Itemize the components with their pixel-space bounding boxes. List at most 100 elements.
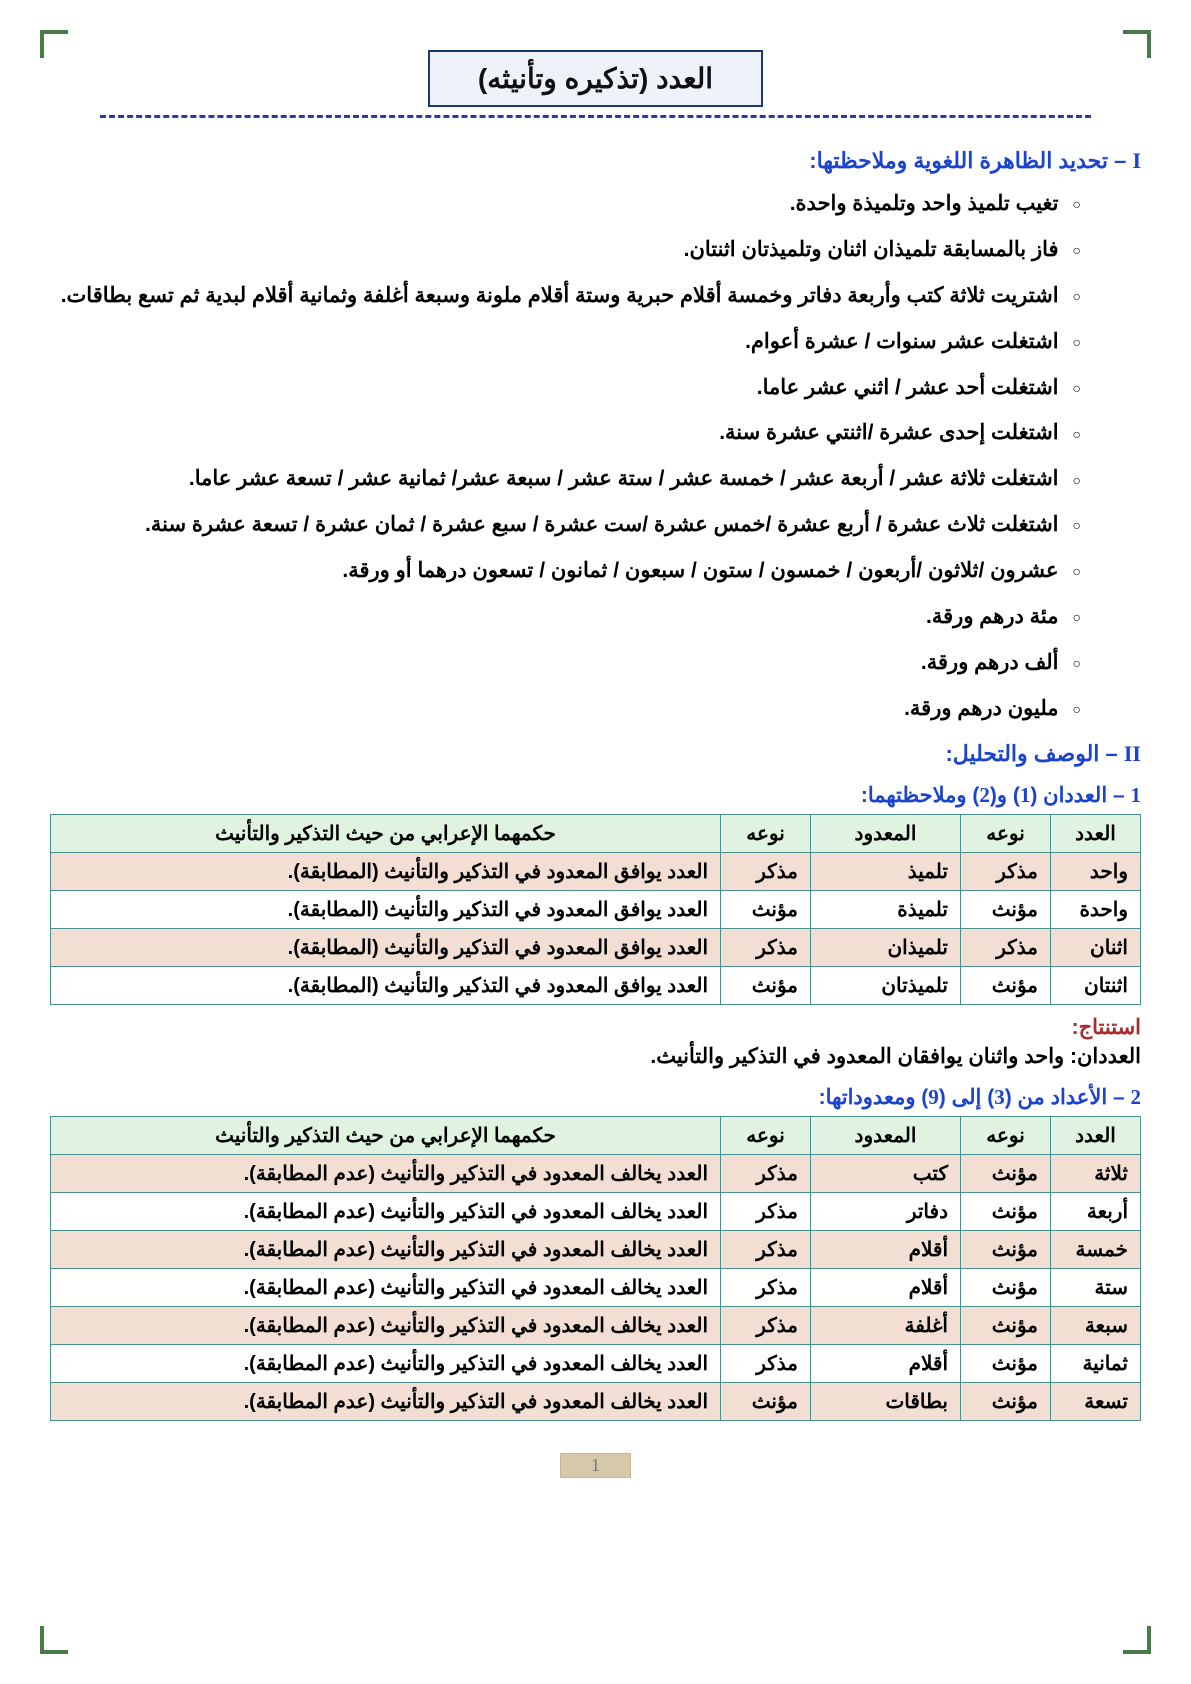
table-1: العددنوعهالمعدودنوعهحكمهما الإعرابي من ح… [50, 814, 1141, 1005]
table-cell: مذكر [721, 852, 811, 890]
sub1-n2: 2 [979, 783, 990, 807]
table-cell: كتب [811, 1154, 961, 1192]
table-row: اثنتانمؤنثتلميذتانمؤنثالعدد يوافق المعدو… [51, 966, 1141, 1004]
table-cell: أقلام [811, 1230, 961, 1268]
table-cell: مذكر [721, 1306, 811, 1344]
table-row: أربعةمؤنثدفاترمذكرالعدد يخالف المعدود في… [51, 1192, 1141, 1230]
table-cell: مذكر [961, 928, 1051, 966]
table-cell: العدد يخالف المعدود في التذكير والتأنيث … [51, 1382, 721, 1420]
table-cell: تلميذة [811, 890, 961, 928]
list-item: اشتغلت إحدى عشرة /اثنتي عشرة سنة. [50, 413, 1081, 453]
sub2-and: ) إلى ( [939, 1086, 994, 1109]
list-item: اشتغلت ثلاث عشرة / أربع عشرة /خمس عشرة /… [50, 505, 1081, 545]
table-cell: مذكر [961, 852, 1051, 890]
title-wrap: العدد (تذكيره وتأنيثه) [50, 50, 1141, 107]
sub2-heading: 2 – الأعداد من (3) إلى (9) ومعدوداتها: [50, 1085, 1141, 1110]
list-item: اشتريت ثلاثة كتب وأربعة دفاتر وخمسة أقلا… [50, 276, 1081, 316]
table-cell: ثمانية [1051, 1344, 1141, 1382]
sub1-note-text: العددان: واحد واثنان يوافقان المعدود في … [50, 1044, 1141, 1069]
sub2-post: ) ومعدوداتها: [819, 1086, 929, 1109]
table-row: ثمانيةمؤنثأقلاممذكرالعدد يخالف المعدود ف… [51, 1344, 1141, 1382]
list-item: مئة درهم ورقة. [50, 597, 1081, 637]
table-row: سبعةمؤنثأغلفةمذكرالعدد يخالف المعدود في … [51, 1306, 1141, 1344]
table-cell: اثنتان [1051, 966, 1141, 1004]
corner-br [1123, 1626, 1151, 1654]
table-header: نوعه [721, 1116, 811, 1154]
sub1-pre: 1 [1131, 783, 1142, 807]
table-cell: دفاتر [811, 1192, 961, 1230]
sub2-n1: 3 [994, 1085, 1005, 1109]
sub1-and: ) و( [990, 784, 1020, 807]
table-row: تسعةمؤنثبطاقاتمؤنثالعدد يخالف المعدود في… [51, 1382, 1141, 1420]
sub1-note-label: استنتاج: [50, 1015, 1141, 1040]
section1-heading: I – تحديد الظاهرة اللغوية وملاحظتها: [50, 148, 1141, 174]
table-cell: تسعة [1051, 1382, 1141, 1420]
table-cell: اثنان [1051, 928, 1141, 966]
table-header: المعدود [811, 1116, 961, 1154]
table-cell: مؤنث [961, 1268, 1051, 1306]
page-number: 1 [560, 1453, 631, 1478]
table-cell: مؤنث [961, 1192, 1051, 1230]
corner-bl [40, 1626, 68, 1654]
table-cell: مذكر [721, 1192, 811, 1230]
section2-rn: II [1124, 741, 1141, 766]
table-cell: مؤنث [961, 1154, 1051, 1192]
table-cell: مؤنث [961, 966, 1051, 1004]
sub1-heading: 1 – العددان (1) و(2) وملاحظتهما: [50, 783, 1141, 808]
table-cell: العدد يوافق المعدود في التذكير والتأنيث … [51, 890, 721, 928]
table-cell: العدد يخالف المعدود في التذكير والتأنيث … [51, 1230, 721, 1268]
table-header: حكمهما الإعرابي من حيث التذكير والتأنيث [51, 814, 721, 852]
table-header: العدد [1051, 1116, 1141, 1154]
table-cell: مؤنث [961, 1230, 1051, 1268]
corner-tr [1123, 30, 1151, 58]
table-cell: تلميذ [811, 852, 961, 890]
table-cell: العدد يخالف المعدود في التذكير والتأنيث … [51, 1154, 721, 1192]
sub2-pre: 2 [1131, 1085, 1142, 1109]
table-cell: تلميذان [811, 928, 961, 966]
table-cell: ثلاثة [1051, 1154, 1141, 1192]
table-cell: أربعة [1051, 1192, 1141, 1230]
section1-rn: I [1132, 148, 1141, 173]
table-cell: مؤنث [721, 1382, 811, 1420]
sub1-n1: 1 [1020, 783, 1031, 807]
table-header: حكمهما الإعرابي من حيث التذكير والتأنيث [51, 1116, 721, 1154]
table-cell: مؤنث [961, 1344, 1051, 1382]
title-underline [100, 115, 1091, 118]
table-cell: العدد يخالف المعدود في التذكير والتأنيث … [51, 1192, 721, 1230]
list-item: اشتغلت ثلاثة عشر / أربعة عشر / خمسة عشر … [50, 459, 1081, 499]
table-cell: مؤنث [721, 890, 811, 928]
table-cell: العدد يخالف المعدود في التذكير والتأنيث … [51, 1306, 721, 1344]
table-cell: العدد يخالف المعدود في التذكير والتأنيث … [51, 1344, 721, 1382]
table-cell: تلميذتان [811, 966, 961, 1004]
list-item: مليون درهم ورقة. [50, 689, 1081, 729]
table-row: واحدمذكرتلميذمذكرالعدد يوافق المعدود في … [51, 852, 1141, 890]
table-cell: مؤنث [721, 966, 811, 1004]
table-cell: مذكر [721, 1230, 811, 1268]
sub2-mid: – الأعداد من ( [1005, 1086, 1131, 1109]
list-item: فاز بالمسابقة تلميذان اثنان وتلميذتان اث… [50, 230, 1081, 270]
sub1-post: ) وملاحظتهما: [861, 784, 980, 807]
sub2-n2: 9 [928, 1085, 939, 1109]
table-cell: بطاقات [811, 1382, 961, 1420]
table-cell: مذكر [721, 1344, 811, 1382]
table-row: ثلاثةمؤنثكتبمذكرالعدد يخالف المعدود في ا… [51, 1154, 1141, 1192]
table-header: العدد [1051, 814, 1141, 852]
table-cell: العدد يوافق المعدود في التذكير والتأنيث … [51, 966, 721, 1004]
table-header: نوعه [961, 1116, 1051, 1154]
table-cell: سبعة [1051, 1306, 1141, 1344]
corner-tl [40, 30, 68, 58]
table-row: خمسةمؤنثأقلاممذكرالعدد يخالف المعدود في … [51, 1230, 1141, 1268]
table-cell: مؤنث [961, 1306, 1051, 1344]
section2-text: – الوصف والتحليل: [945, 741, 1123, 766]
table-cell: واحدة [1051, 890, 1141, 928]
table-cell: أقلام [811, 1268, 961, 1306]
section1-text: – تحديد الظاهرة اللغوية وملاحظتها: [809, 148, 1132, 173]
section1-list: تغيب تلميذ واحد وتلميذة واحدة.فاز بالمسا… [50, 184, 1141, 729]
table-row: واحدةمؤنثتلميذةمؤنثالعدد يوافق المعدود ف… [51, 890, 1141, 928]
table-row: ستةمؤنثأقلاممذكرالعدد يخالف المعدود في ا… [51, 1268, 1141, 1306]
table-cell: ستة [1051, 1268, 1141, 1306]
table-cell: مؤنث [961, 1382, 1051, 1420]
sub1-mid: – العددان ( [1030, 784, 1130, 807]
page-title: العدد (تذكيره وتأنيثه) [428, 50, 763, 107]
list-item: اشتغلت أحد عشر / اثني عشر عاما. [50, 368, 1081, 408]
